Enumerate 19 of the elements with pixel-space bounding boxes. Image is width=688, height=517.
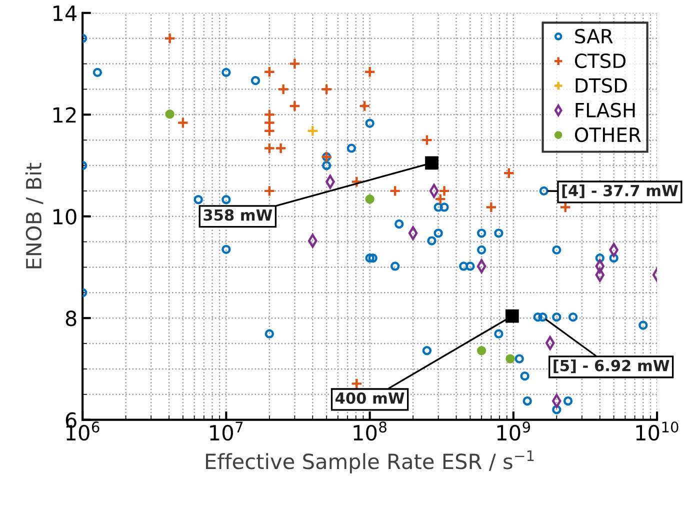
legend-label: FLASH [576,102,635,118]
legend-label: CTSD [574,53,626,68]
x-tick-label: 10$^{8}$ [354,422,386,441]
y-tick-label: 12 [53,107,76,123]
legend-label: OTHER [574,127,641,142]
y-tick-label: 10 [53,208,76,225]
y-axis-title: ENOB / Bit [25,162,44,268]
x-axis-title: Effective Sample Rate ESR / s$^{−1}$ [206,450,534,474]
y-tick-label: 8 [66,310,76,326]
x-tick-label: 10$^{7}$ [210,422,243,441]
legend-label: DTSD [576,78,627,93]
annotation: 400 mW [336,392,404,404]
y-tick-label: 14 [53,6,77,21]
x-tick-label: 10$^{9}$ [497,422,530,441]
annotation: [4] - 37.7 mW [562,184,678,198]
x-tick-label: 10$^{10}$ [636,422,678,441]
legend-label: SAR [575,28,613,44]
annotation: [5] - 6.92 mW [554,360,670,374]
annotation: 358 mW [204,209,272,221]
